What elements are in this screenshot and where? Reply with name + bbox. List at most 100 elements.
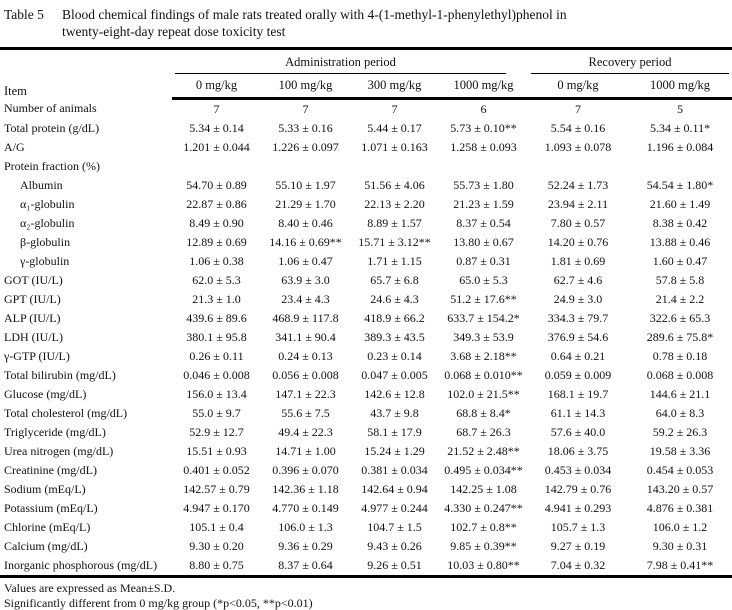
column-header-admin-0mgkg: 0 mg/kg [172, 74, 261, 99]
value-cell: 55.0 ± 9.7 [172, 404, 261, 423]
value-cell: 0.401 ± 0.052 [172, 461, 261, 480]
column-group-recovery-period: Recovery period [528, 49, 732, 74]
value-cell: 9.27 ± 0.19 [528, 537, 628, 556]
value-cell: 13.88 ± 0.46 [628, 233, 732, 252]
row-label: γ-globulin [0, 252, 172, 271]
value-cell: 144.6 ± 21.1 [628, 385, 732, 404]
value-cell: 0.046 ± 0.008 [172, 366, 261, 385]
value-cell: 334.3 ± 79.7 [528, 309, 628, 328]
value-cell: 349.3 ± 53.9 [439, 328, 528, 347]
value-cell: 142.25 ± 1.08 [439, 480, 528, 499]
value-cell: 65.7 ± 6.8 [350, 271, 439, 290]
value-cell: 380.1 ± 95.8 [172, 328, 261, 347]
value-cell: 8.89 ± 1.57 [350, 214, 439, 233]
value-cell: 142.36 ± 1.18 [261, 480, 350, 499]
row-label: LDH (IU/L) [0, 328, 172, 347]
value-cell: 0.056 ± 0.008 [261, 366, 350, 385]
value-cell: 24.9 ± 3.0 [528, 290, 628, 309]
value-cell: 14.20 ± 0.76 [528, 233, 628, 252]
value-cell [350, 157, 439, 176]
value-cell: 8.37 ± 0.54 [439, 214, 528, 233]
column-group-administration-period: Administration period [172, 49, 528, 74]
value-cell: 68.7 ± 26.3 [439, 423, 528, 442]
value-cell: 4.876 ± 0.381 [628, 499, 732, 518]
value-cell: 52.24 ± 1.73 [528, 176, 628, 195]
row-label: ALP (IU/L) [0, 309, 172, 328]
value-cell: 5.34 ± 0.11* [628, 119, 732, 138]
value-cell: 1.201 ± 0.044 [172, 138, 261, 157]
value-cell: 142.79 ± 0.76 [528, 480, 628, 499]
value-cell: 15.71 ± 3.12** [350, 233, 439, 252]
value-cell: 0.068 ± 0.010** [439, 366, 528, 385]
value-cell: 143.20 ± 0.57 [628, 480, 732, 499]
value-cell: 156.0 ± 13.4 [172, 385, 261, 404]
value-cell: 9.36 ± 0.29 [261, 537, 350, 556]
value-cell: 7.80 ± 0.57 [528, 214, 628, 233]
value-cell: 0.64 ± 0.21 [528, 347, 628, 366]
value-cell: 15.24 ± 1.29 [350, 442, 439, 461]
value-cell: 8.40 ± 0.46 [261, 214, 350, 233]
value-cell: 0.059 ± 0.009 [528, 366, 628, 385]
value-cell [439, 157, 528, 176]
value-cell: 8.38 ± 0.42 [628, 214, 732, 233]
value-cell: 7 [528, 99, 628, 120]
value-cell: 62.7 ± 4.6 [528, 271, 628, 290]
column-header-item: Item [0, 49, 172, 99]
value-cell: 1.81 ± 0.69 [528, 252, 628, 271]
row-label: Protein fraction (%) [0, 157, 172, 176]
value-cell: 22.13 ± 2.20 [350, 195, 439, 214]
value-cell: 51.2 ± 17.6** [439, 290, 528, 309]
value-cell: 9.30 ± 0.20 [172, 537, 261, 556]
row-label: Total bilirubin (mg/dL) [0, 366, 172, 385]
value-cell: 3.68 ± 2.18** [439, 347, 528, 366]
column-header-admin-100mgkg: 100 mg/kg [261, 74, 350, 99]
value-cell: 7 [261, 99, 350, 120]
group-header-row: Item Administration period Recovery peri… [0, 49, 732, 74]
value-cell: 5.34 ± 0.14 [172, 119, 261, 138]
value-cell: 1.258 ± 0.093 [439, 138, 528, 157]
value-cell: 0.495 ± 0.034** [439, 461, 528, 480]
value-cell: 22.87 ± 0.86 [172, 195, 261, 214]
row-label: GPT (IU/L) [0, 290, 172, 309]
value-cell: 5 [628, 99, 732, 120]
value-cell: 5.44 ± 0.17 [350, 119, 439, 138]
value-cell: 0.78 ± 0.18 [628, 347, 732, 366]
value-cell: 0.396 ± 0.070 [261, 461, 350, 480]
column-header-recovery-1000mgkg: 1000 mg/kg [628, 74, 732, 99]
value-cell: 57.6 ± 40.0 [528, 423, 628, 442]
value-cell: 14.71 ± 1.00 [261, 442, 350, 461]
value-cell: 51.56 ± 4.06 [350, 176, 439, 195]
value-cell: 6 [439, 99, 528, 120]
value-cell: 142.6 ± 12.8 [350, 385, 439, 404]
value-cell: 0.453 ± 0.034 [528, 461, 628, 480]
value-cell: 418.9 ± 66.2 [350, 309, 439, 328]
value-cell: 106.0 ± 1.3 [261, 518, 350, 537]
value-cell: 1.226 ± 0.097 [261, 138, 350, 157]
row-label: γ-GTP (IU/L) [0, 347, 172, 366]
value-cell: 57.8 ± 5.8 [628, 271, 732, 290]
value-cell: 147.1 ± 22.3 [261, 385, 350, 404]
value-cell: 0.047 ± 0.005 [350, 366, 439, 385]
value-cell: 68.8 ± 8.4* [439, 404, 528, 423]
value-cell: 21.23 ± 1.59 [439, 195, 528, 214]
value-cell: 1.71 ± 1.15 [350, 252, 439, 271]
value-cell: 341.1 ± 90.4 [261, 328, 350, 347]
table-caption: Blood chemical findings of male rats tre… [62, 6, 726, 40]
value-cell: 21.52 ± 2.48** [439, 442, 528, 461]
value-cell: 468.9 ± 117.8 [261, 309, 350, 328]
column-header-recovery-0mgkg: 0 mg/kg [528, 74, 628, 99]
